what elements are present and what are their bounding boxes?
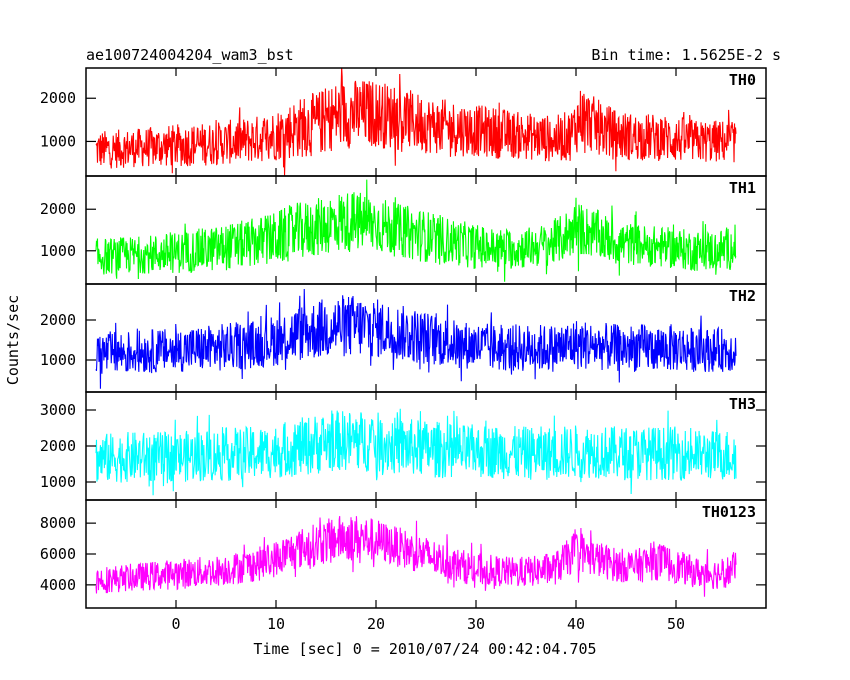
panel-th3: TH3 1000 2000 3000	[40, 391, 767, 501]
x-axis-label: Time [sec] 0 = 2010/07/24 00:42:04.705	[253, 640, 596, 658]
x-axis-ticks: 0 10 20 30 40 50	[171, 615, 685, 633]
x-tick-label: 30	[467, 615, 485, 633]
panel-th2: TH2 1000 2000	[40, 283, 767, 393]
series-line-th2	[95, 289, 737, 389]
series-line-th0123	[95, 516, 737, 597]
panel-label: TH2	[729, 287, 756, 305]
y-tick-label: 1000	[40, 242, 76, 260]
y-tick-label: 1000	[40, 473, 76, 491]
chart-title-right: Bin time: 1.5625E-2 s	[591, 46, 781, 64]
panel-th0123: TH0123 4000 6000 8000	[40, 499, 767, 609]
y-tick-label: 2000	[40, 89, 76, 107]
series-line-th3	[95, 408, 737, 496]
y-tick-label: 6000	[40, 545, 76, 563]
panel-label: TH0123	[702, 503, 756, 521]
panel-label: TH1	[729, 179, 756, 197]
panel-th1: TH1 1000 2000	[40, 175, 767, 285]
chart-panels: TH0 1000 2000 TH1 1000 2000 TH2 1000 2000 TH3 1000…	[40, 67, 767, 609]
y-tick-label: 4000	[40, 576, 76, 594]
panel-th0: TH0 1000 2000	[40, 67, 767, 177]
panel-label: TH3	[729, 395, 756, 413]
y-tick-label: 1000	[40, 132, 76, 150]
x-tick-label: 50	[667, 615, 685, 633]
y-tick-label: 2000	[40, 437, 76, 455]
y-tick-label: 8000	[40, 514, 76, 532]
panel-frame	[85, 175, 767, 285]
chart-title-left: ae100724004204_wam3_bst	[86, 46, 294, 64]
series-line-th0	[95, 68, 737, 176]
x-tick-label: 10	[267, 615, 285, 633]
y-tick-label: 2000	[40, 200, 76, 218]
x-tick-label: 40	[567, 615, 585, 633]
y-tick-label: 1000	[40, 351, 76, 369]
x-tick-label: 0	[171, 615, 180, 633]
y-tick-label: 3000	[40, 401, 76, 419]
series-line-th1	[95, 179, 737, 282]
y-axis-label: Counts/sec	[4, 295, 22, 385]
panel-label: TH0	[729, 71, 756, 89]
x-tick-label: 20	[367, 615, 385, 633]
y-tick-label: 2000	[40, 311, 76, 329]
